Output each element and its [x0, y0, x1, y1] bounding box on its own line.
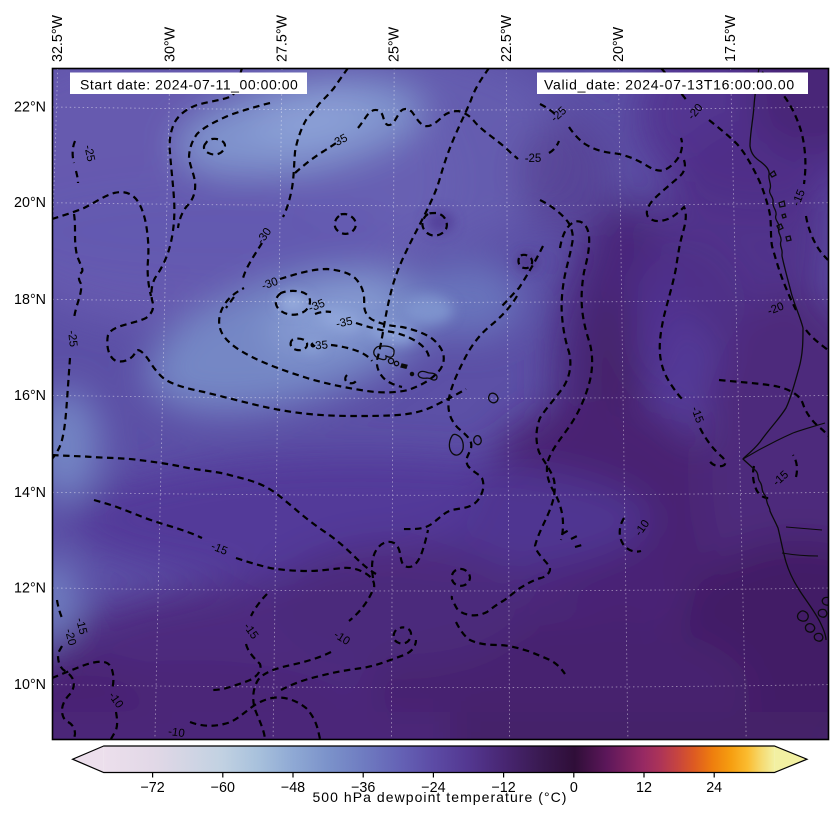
svg-text:0: 0 — [570, 780, 578, 796]
svg-text:-15: -15 — [209, 541, 229, 558]
svg-text:-20: -20 — [62, 628, 78, 647]
svg-text:500 hPa dewpoint temperature (: 500 hPa dewpoint temperature (°C) — [312, 789, 567, 805]
svg-text:-35: -35 — [335, 315, 354, 330]
svg-text:−24: −24 — [421, 780, 445, 796]
svg-text:18°N: 18°N — [14, 292, 46, 308]
svg-text:22°N: 22°N — [14, 100, 46, 116]
svg-text:−72: −72 — [140, 780, 164, 796]
svg-text:-15: -15 — [688, 405, 705, 425]
svg-text:-35: -35 — [311, 339, 329, 352]
svg-text:-35: -35 — [307, 298, 327, 315]
svg-text:32.5°W: 32.5°W — [50, 14, 66, 62]
svg-text:10°N: 10°N — [14, 677, 46, 693]
svg-text:−60: −60 — [211, 780, 235, 796]
svg-text:17.5°W: 17.5°W — [723, 14, 739, 62]
svg-text:20°W: 20°W — [611, 26, 627, 62]
svg-text:−48: −48 — [281, 780, 305, 796]
svg-text:20°N: 20°N — [14, 195, 46, 211]
svg-text:-25: -25 — [81, 144, 96, 163]
svg-text:25°W: 25°W — [387, 26, 403, 62]
svg-text:-25: -25 — [65, 330, 79, 348]
svg-text:-30: -30 — [260, 276, 280, 293]
svg-text:16°N: 16°N — [14, 388, 46, 404]
svg-text:-10: -10 — [167, 726, 185, 740]
svg-text:14°N: 14°N — [14, 485, 46, 501]
svg-text:22.5°W: 22.5°W — [499, 14, 515, 62]
svg-text:-15: -15 — [791, 188, 808, 208]
svg-text:27.5°W: 27.5°W — [275, 14, 291, 62]
svg-text:−12: −12 — [491, 780, 515, 796]
svg-text:-15: -15 — [73, 617, 89, 636]
svg-text:-25: -25 — [525, 153, 542, 165]
svg-text:12: 12 — [636, 780, 652, 796]
svg-text:30°W: 30°W — [162, 26, 178, 62]
svg-text:−36: −36 — [351, 780, 375, 796]
svg-text:12°N: 12°N — [14, 581, 46, 597]
svg-text:Valid_date: 2024-07-13T16:00:0: Valid_date: 2024-07-13T16:00:00.00 — [544, 77, 795, 93]
svg-text:24: 24 — [706, 780, 722, 796]
svg-text:Start date: 2024-07-11_00:00:0: Start date: 2024-07-11_00:00:00 — [80, 77, 298, 93]
svg-text:-20: -20 — [766, 301, 786, 318]
